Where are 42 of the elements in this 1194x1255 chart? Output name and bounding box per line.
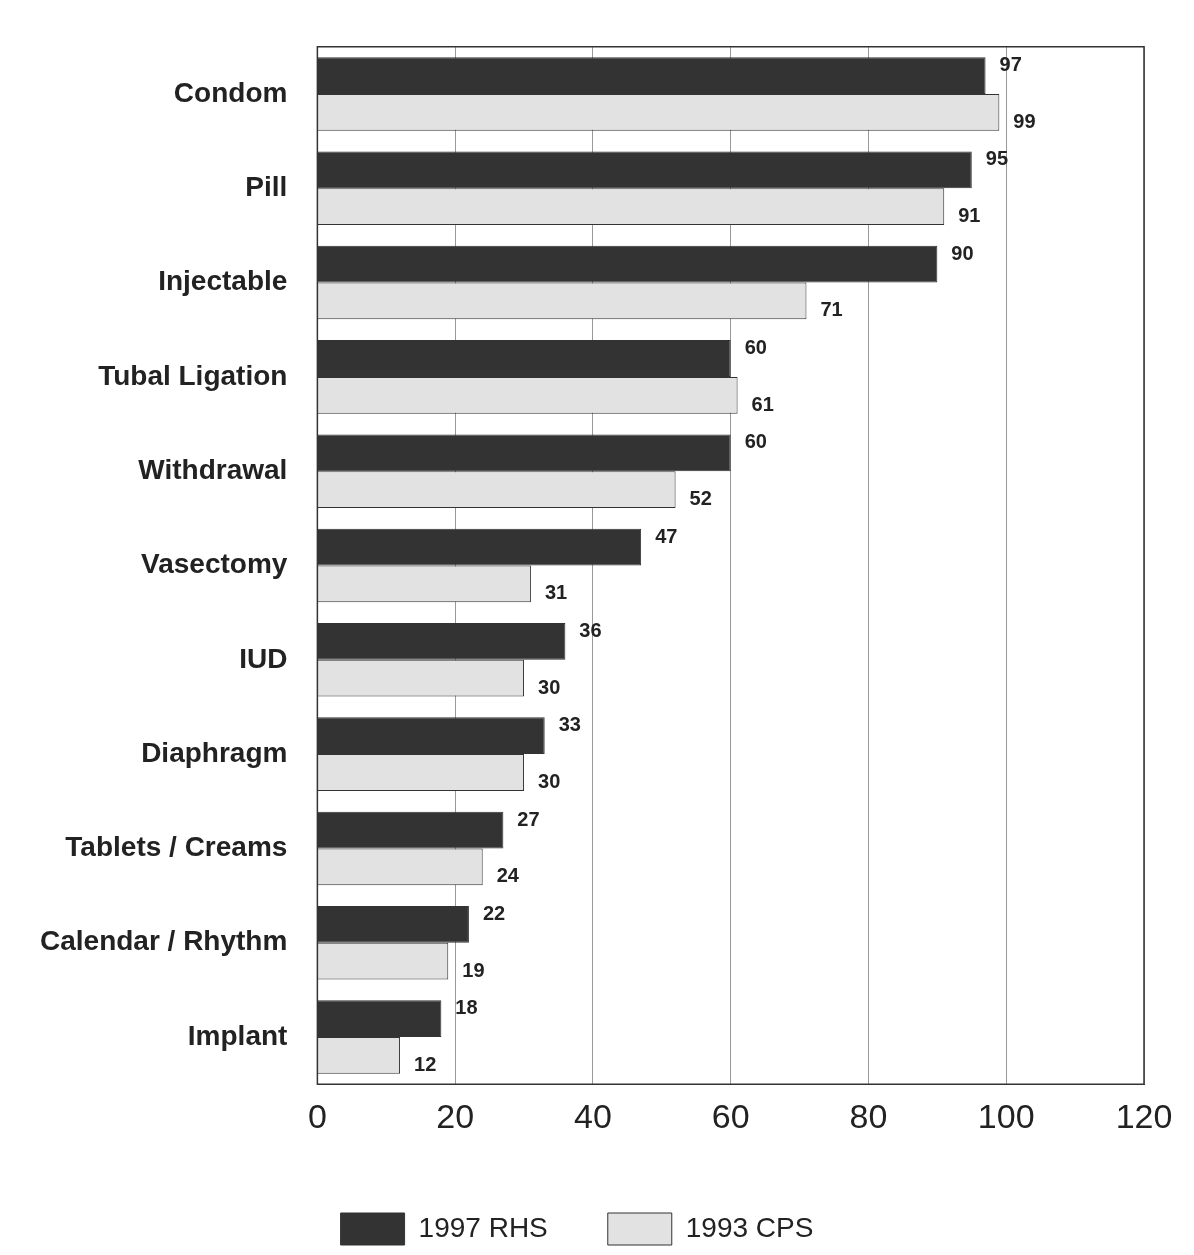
- data-label: 30: [538, 770, 561, 793]
- data-label: 99: [1013, 109, 1036, 132]
- data-label: 47: [655, 524, 678, 547]
- y-tick-label: Pill: [245, 170, 288, 202]
- x-tick-label: 60: [711, 1096, 750, 1135]
- y-tick-label: Implant: [187, 1019, 288, 1051]
- data-label: 24: [496, 864, 520, 887]
- data-label: 60: [744, 430, 767, 453]
- y-tick-label: Diaphragm: [141, 736, 288, 768]
- data-label: 95: [985, 147, 1009, 170]
- x-tick-label: 20: [436, 1096, 475, 1135]
- data-label: 33: [558, 713, 581, 736]
- x-tick-label: 40: [574, 1096, 612, 1135]
- data-label: 18: [455, 996, 478, 1019]
- data-label: 97: [999, 53, 1022, 76]
- data-label: 30: [538, 675, 561, 698]
- data-label: 12: [414, 1052, 437, 1075]
- data-label: 36: [579, 618, 602, 641]
- data-label: 31: [544, 581, 568, 604]
- legend-label: 1997 RHS: [418, 1211, 548, 1243]
- y-tick-label: Vasectomy: [141, 548, 288, 580]
- data-label: 27: [517, 807, 540, 830]
- x-tick-label: 0: [307, 1096, 327, 1135]
- y-tick-label: IUD: [239, 642, 288, 674]
- y-tick-label: Tablets / Creams: [65, 831, 288, 863]
- y-tick-label: Calendar / Rhythm: [39, 925, 288, 957]
- data-label: 22: [482, 901, 506, 924]
- x-tick-label: 100: [977, 1096, 1035, 1135]
- data-label: 52: [689, 487, 712, 510]
- y-tick-label: Tubal Ligation: [98, 359, 288, 391]
- data-label: 61: [751, 392, 774, 415]
- x-tick-label: 80: [849, 1096, 888, 1135]
- x-tick-label: 120: [1115, 1096, 1173, 1135]
- legend-label: 1993 CPS: [685, 1211, 814, 1243]
- data-label: 91: [958, 204, 981, 227]
- data-label: 60: [744, 336, 767, 359]
- y-tick-label: Withdrawal: [138, 453, 288, 485]
- data-label: 71: [820, 298, 843, 321]
- data-label: 90: [951, 241, 974, 264]
- y-tick-label: Condom: [173, 76, 288, 108]
- data-label: 19: [462, 958, 485, 981]
- y-tick-label: Injectable: [158, 265, 288, 297]
